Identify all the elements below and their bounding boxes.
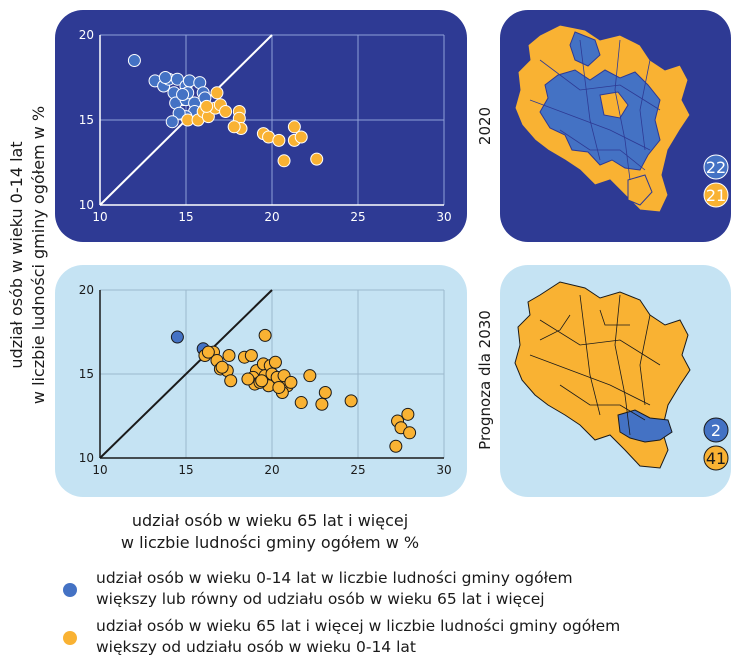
map-2020 bbox=[514, 24, 691, 213]
map-2020-borders bbox=[529, 39, 661, 181]
data-point-orange bbox=[277, 154, 291, 168]
data-point-orange bbox=[272, 380, 286, 394]
legend-orange-dot bbox=[63, 631, 77, 645]
map-2030-borders bbox=[529, 294, 661, 436]
data-point-orange bbox=[344, 394, 358, 408]
data-point-orange bbox=[200, 99, 214, 113]
y-axis-label-line1: udział osób w wieku 0-14 lat bbox=[7, 141, 26, 368]
map-2020-region-blue-north bbox=[569, 31, 601, 67]
data-point-orange bbox=[294, 396, 308, 410]
y-tick-label: 20 bbox=[79, 28, 94, 42]
x-tick-label: 10 bbox=[92, 210, 107, 224]
x-tick-label: 20 bbox=[264, 210, 279, 224]
legend-orange-line2: większy od udziału osób w wieku 0-14 lat bbox=[96, 638, 416, 656]
x-tick-label: 25 bbox=[350, 210, 365, 224]
map-2020-orange-count: 21 bbox=[706, 186, 726, 205]
y-tick-label: 15 bbox=[79, 113, 94, 127]
map-2020-region-orange-inner bbox=[599, 91, 629, 119]
map-2020-region-orange-south bbox=[627, 174, 653, 206]
map-2030-orange-badge bbox=[703, 445, 729, 471]
data-point-orange bbox=[403, 426, 417, 440]
legend-orange-line1: udział osób w wieku 65 lat i więcej w li… bbox=[96, 617, 621, 635]
data-point-blue bbox=[172, 106, 186, 120]
legend-blue-text: udział osób w wieku 0-14 lat w liczbie l… bbox=[96, 568, 573, 610]
data-point-orange bbox=[227, 120, 241, 134]
y-tick-label: 10 bbox=[79, 451, 94, 465]
data-point-orange bbox=[318, 385, 332, 399]
data-point-orange bbox=[201, 345, 215, 359]
map-2030-blue-badge bbox=[703, 417, 729, 443]
x-tick-label: 20 bbox=[264, 463, 279, 477]
data-point-blue bbox=[158, 71, 172, 84]
data-point-orange bbox=[389, 439, 403, 453]
x-axis-label-line2: w liczbie ludności gminy ogółem w % bbox=[120, 533, 420, 552]
data-point-blue bbox=[127, 54, 141, 67]
map-2030-blue-count: 2 bbox=[711, 421, 721, 440]
legend-orange-text: udział osób w wieku 65 lat i więcej w li… bbox=[96, 616, 620, 658]
legend-blue-dot bbox=[63, 583, 77, 597]
map-2020-blue-count: 22 bbox=[706, 158, 726, 177]
scatter-plot-2030: 10 15 20 25 30 10 15 20 bbox=[79, 283, 452, 477]
data-point-orange bbox=[272, 133, 286, 147]
chart-2020-panel bbox=[55, 10, 467, 242]
map-2020-label: 2020 bbox=[476, 107, 494, 145]
x-tick-label: 15 bbox=[178, 463, 193, 477]
data-point-orange bbox=[284, 375, 298, 389]
data-point-orange bbox=[287, 120, 301, 134]
map-2020-region-blue bbox=[539, 69, 661, 171]
map-2030 bbox=[514, 281, 691, 469]
y-axis-label-line2: w liczbie ludności gminy ogółem w % bbox=[29, 106, 48, 404]
x-tick-label: 30 bbox=[436, 463, 451, 477]
data-point-orange bbox=[258, 328, 272, 342]
legend-blue-line1: udział osób w wieku 0-14 lat w liczbie l… bbox=[96, 569, 573, 587]
data-point-blue bbox=[170, 330, 184, 344]
map-2020-blue-badge bbox=[703, 154, 729, 180]
data-point-orange bbox=[241, 372, 255, 386]
data-point-blue bbox=[176, 88, 190, 101]
map-2020-orange-badge bbox=[703, 182, 729, 208]
data-point-orange bbox=[210, 86, 224, 100]
map-2030-label: Prognoza dla 2030 bbox=[476, 310, 494, 450]
data-point-orange bbox=[294, 130, 308, 144]
x-tick-label: 15 bbox=[178, 210, 193, 224]
data-point-orange bbox=[315, 397, 329, 411]
data-point-orange bbox=[401, 407, 415, 421]
map-2030-orange-count: 41 bbox=[706, 449, 726, 468]
x-tick-label: 10 bbox=[92, 463, 107, 477]
y-tick-label: 10 bbox=[79, 198, 94, 212]
scatter-plot-2020: 10 15 20 25 30 10 15 20 bbox=[79, 28, 452, 224]
x-tick-label: 25 bbox=[350, 463, 365, 477]
legend-blue-line2: większy lub równy od udziału osób w wiek… bbox=[96, 590, 545, 608]
data-point-orange bbox=[219, 105, 233, 118]
data-point-orange bbox=[215, 360, 229, 374]
data-point-orange bbox=[224, 374, 238, 388]
x-axis-label-line1: udział osób w wieku 65 lat i więcej bbox=[131, 511, 409, 530]
y-tick-label: 15 bbox=[79, 367, 94, 381]
data-point-orange bbox=[310, 152, 324, 166]
y-tick-label: 20 bbox=[79, 283, 94, 297]
map-2030-region-blue bbox=[617, 409, 673, 443]
data-point-orange bbox=[268, 355, 282, 369]
data-point-blue bbox=[165, 115, 179, 129]
data-point-orange bbox=[303, 369, 317, 383]
reference-line-y-equals-x bbox=[99, 289, 273, 459]
data-point-orange bbox=[222, 349, 236, 363]
data-point-orange bbox=[255, 374, 269, 388]
data-point-orange bbox=[244, 349, 258, 363]
x-tick-label: 30 bbox=[436, 210, 451, 224]
x-axis-label: udział osób w wieku 65 lat i więcej w li… bbox=[60, 510, 480, 554]
